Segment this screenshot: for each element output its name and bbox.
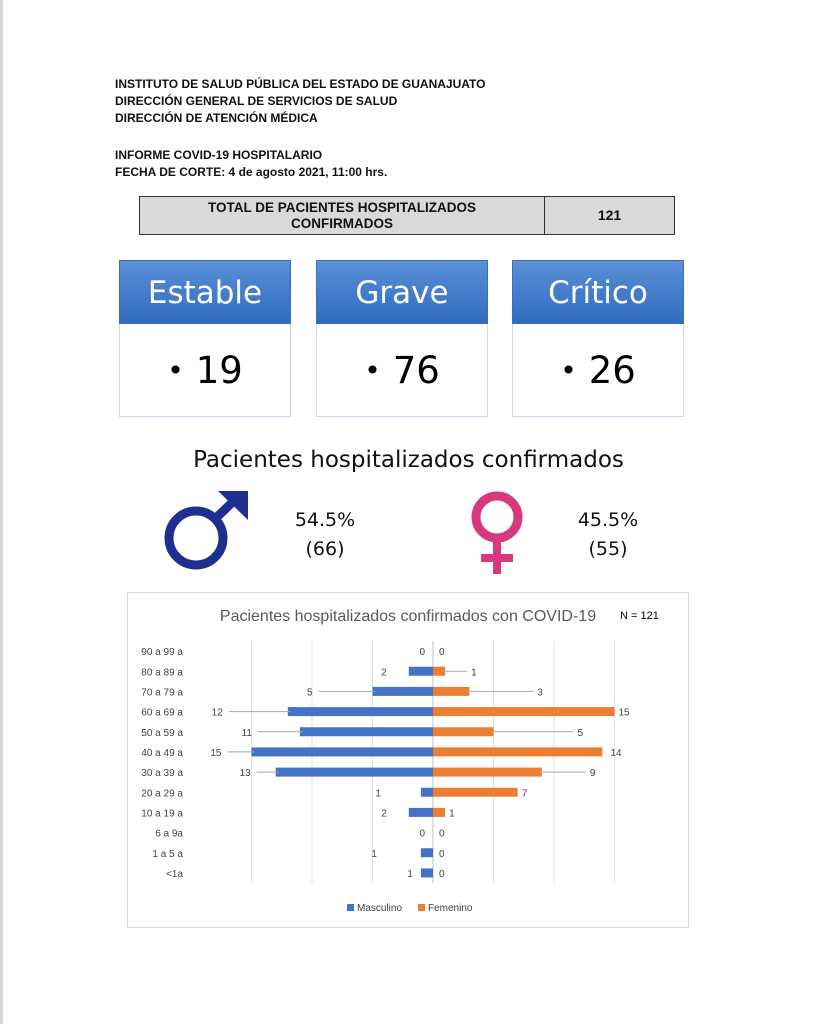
bullet-icon: •	[167, 353, 184, 387]
status-card-body: • 76	[316, 324, 488, 417]
data-label-masculino: 2	[381, 667, 387, 678]
bar-masculino	[420, 787, 433, 797]
bar-femenino	[433, 787, 518, 797]
male-count: (66)	[305, 538, 345, 560]
document-header: INSTITUTO DE SALUD PÚBLICA DEL ESTADO DE…	[115, 76, 485, 127]
data-label-femenino: 0	[439, 849, 445, 860]
status-card-body: • 19	[119, 324, 291, 417]
medical-directorate: DIRECCIÓN DE ATENCIÓN MÉDICA	[115, 111, 318, 125]
status-card-label: Crítico	[512, 260, 684, 324]
data-label-masculino: 12	[212, 708, 224, 719]
age-sex-chart: Pacientes hospitalizados confirmados con…	[127, 592, 689, 928]
bar-masculino	[275, 767, 433, 777]
bar-femenino	[433, 707, 615, 717]
male-percentage: 54.5%	[294, 509, 356, 531]
legend-swatch-femenino	[418, 904, 425, 911]
bar-masculino	[299, 727, 433, 737]
page-edge	[0, 0, 3, 1024]
female-stats: 45.5% (55)	[563, 506, 653, 564]
status-card-grave: Grave • 76	[316, 260, 488, 417]
male-symbol-icon	[164, 491, 248, 570]
data-label-femenino: 5	[578, 728, 584, 739]
bullet-icon: •	[364, 353, 381, 387]
data-label-femenino: 0	[439, 647, 445, 658]
data-label-masculino: 1	[375, 788, 381, 799]
data-label-femenino: 1	[471, 667, 477, 678]
status-card-critico: Crítico • 26	[512, 260, 684, 417]
total-patients-table: TOTAL DE PACIENTES HOSPITALIZADOS CONFIR…	[139, 196, 675, 235]
data-label-femenino: 3	[537, 687, 543, 698]
category-label: 60 a 69 a	[141, 708, 183, 719]
category-label: 50 a 59 a	[141, 728, 183, 739]
sex-section-title: Pacientes hospitalizados confirmados	[193, 447, 624, 473]
general-directorate: DIRECCIÓN GENERAL DE SERVICIOS DE SALUD	[115, 94, 398, 108]
total-label-line1: TOTAL DE PACIENTES HOSPITALIZADOS	[207, 200, 477, 215]
cutoff-date: FECHA DE CORTE: 4 de agosto 2021, 11:00 …	[115, 165, 388, 179]
category-label: 6 a 9a	[155, 829, 183, 840]
female-symbol-icon	[471, 491, 523, 574]
bar-femenino	[433, 727, 494, 737]
status-card-value: 76	[392, 348, 440, 392]
category-label: 1 a 5 a	[152, 849, 183, 860]
report-info: INFORME COVID-19 HOSPITALARIO FECHA DE C…	[115, 147, 387, 181]
bar-masculino	[408, 807, 433, 817]
legend-label-femenino: Femenino	[428, 903, 473, 914]
bar-femenino	[433, 666, 446, 676]
female-count: (55)	[588, 538, 628, 560]
total-patients-value: 121	[597, 207, 622, 223]
bar-masculino	[408, 666, 433, 676]
report-title: INFORME COVID-19 HOSPITALARIO	[115, 148, 323, 162]
status-card-label: Grave	[316, 260, 488, 324]
total-label-line2: CONFIRMADOS	[291, 216, 393, 231]
chart-sample-size: N = 121	[620, 610, 659, 622]
bar-femenino	[433, 686, 470, 696]
status-card-body: • 26	[512, 324, 684, 417]
chart-title: Pacientes hospitalizados confirmados con…	[220, 608, 596, 625]
data-label-masculino: 1	[407, 869, 413, 880]
female-percentage: 45.5%	[577, 509, 639, 531]
data-label-masculino: 13	[240, 768, 252, 779]
status-card-value: 19	[195, 348, 243, 392]
data-label-femenino: 15	[619, 708, 631, 719]
category-label: 80 a 89 a	[141, 667, 183, 678]
data-label-femenino: 1	[449, 808, 455, 819]
bar-masculino	[372, 686, 433, 696]
data-label-femenino: 0	[439, 829, 445, 840]
bar-masculino	[420, 848, 433, 858]
bar-masculino	[251, 747, 433, 757]
bar-femenino	[433, 807, 446, 817]
category-label: 40 a 49 a	[141, 748, 183, 759]
bar-femenino	[433, 767, 542, 777]
data-label-masculino: 11	[242, 728, 253, 739]
legend-swatch-masculino	[347, 904, 354, 911]
data-label-masculino: 15	[210, 748, 222, 759]
category-label: 90 a 99 a	[141, 647, 183, 658]
category-label: 30 a 39 a	[141, 768, 183, 779]
data-label-masculino: 0	[419, 829, 425, 840]
data-label-masculino: 2	[381, 808, 387, 819]
status-card-label: Estable	[119, 260, 291, 324]
bar-masculino	[287, 707, 433, 717]
bar-masculino	[420, 868, 433, 878]
bar-femenino	[433, 747, 603, 757]
legend-label-masculino: Masculino	[357, 903, 402, 914]
status-card-estable: Estable • 19	[119, 260, 291, 417]
institute-name: INSTITUTO DE SALUD PÚBLICA DEL ESTADO DE…	[115, 77, 486, 91]
category-label: <1a	[166, 869, 183, 880]
category-label: 70 a 79 a	[141, 687, 183, 698]
data-label-masculino: 5	[307, 687, 313, 698]
male-stats: 54.5% (66)	[280, 506, 370, 564]
total-patients-label: TOTAL DE PACIENTES HOSPITALIZADOS CONFIR…	[140, 197, 545, 234]
bullet-icon: •	[560, 353, 577, 387]
data-label-femenino: 9	[590, 768, 596, 779]
category-label: 10 a 19 a	[141, 808, 183, 819]
data-label-femenino: 7	[522, 788, 528, 799]
data-label-femenino: 14	[610, 748, 622, 759]
status-card-value: 26	[588, 348, 636, 392]
category-label: 20 a 29 a	[141, 788, 183, 799]
data-label-masculino: 0	[419, 647, 425, 658]
data-label-femenino: 0	[439, 869, 445, 880]
data-label-masculino: 1	[371, 849, 377, 860]
age-sex-chart-svg: Pacientes hospitalizados confirmados con…	[141, 608, 659, 914]
